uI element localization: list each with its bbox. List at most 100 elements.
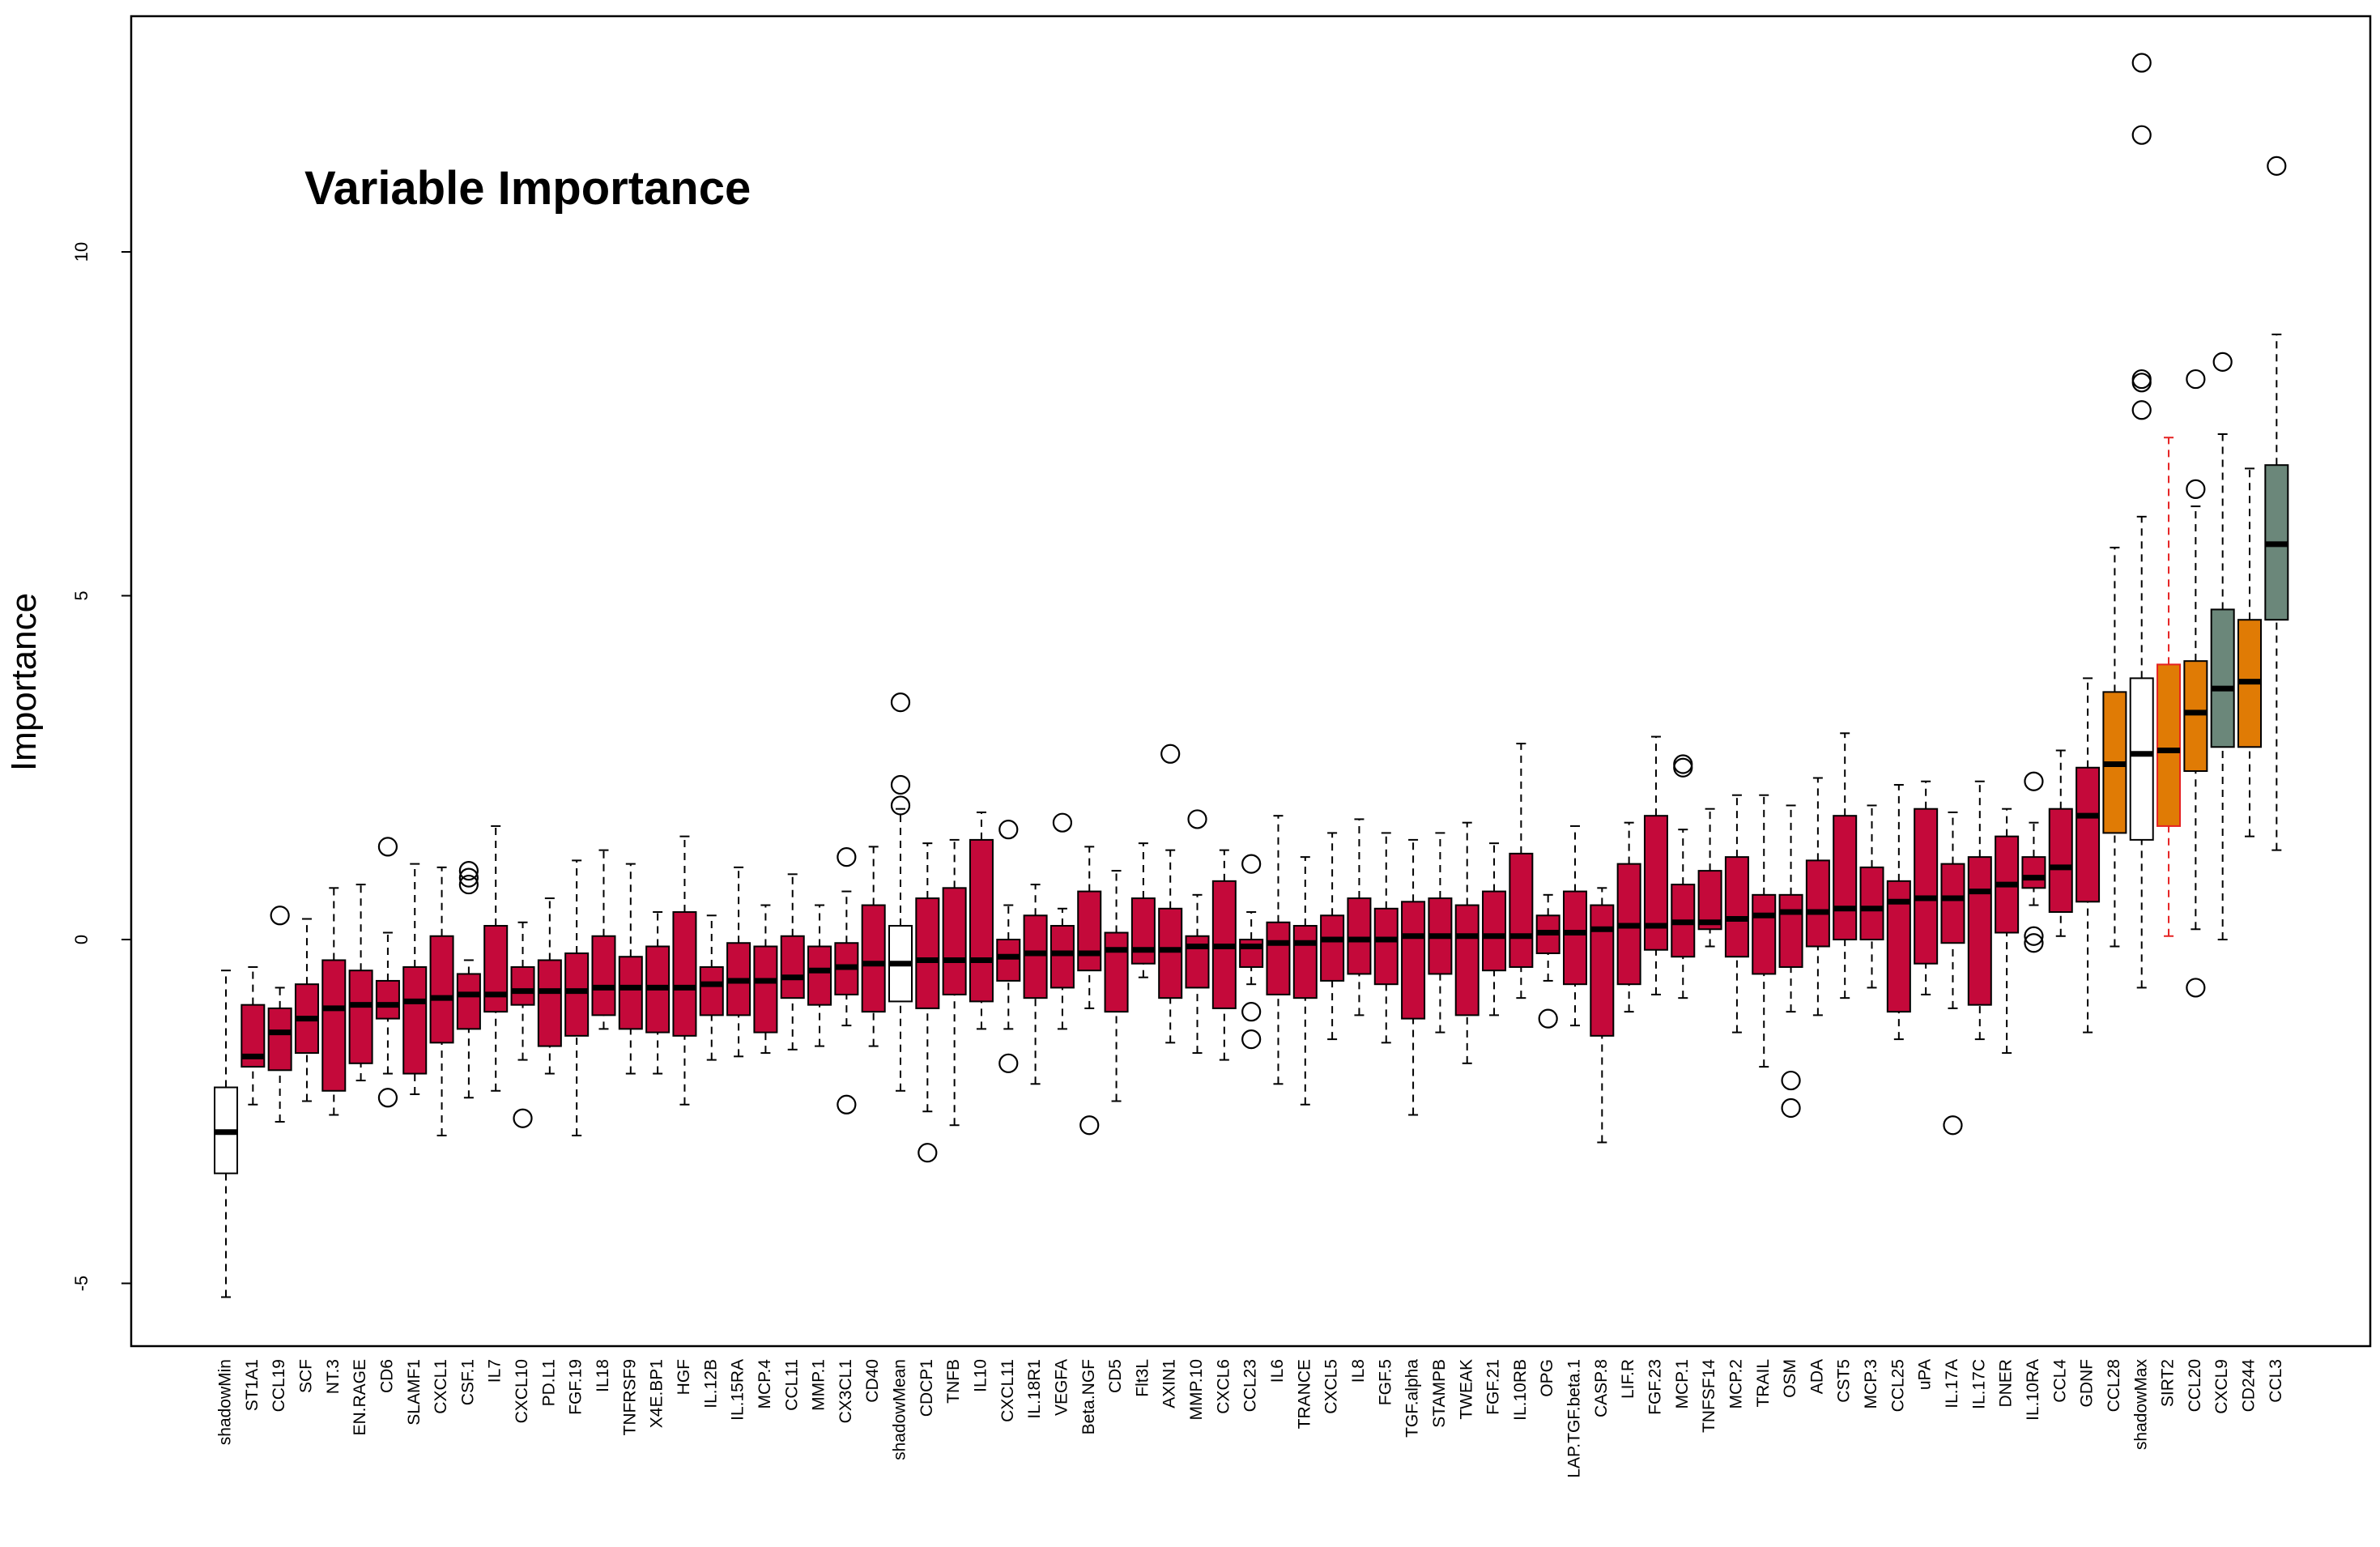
box-iqr xyxy=(1914,808,1939,965)
x-tick-label: TWEAK xyxy=(1457,1359,1475,1420)
y-tick-label: 10 xyxy=(71,242,92,262)
box-iqr xyxy=(1023,914,1048,999)
x-tick-label: FGF.21 xyxy=(1484,1359,1503,1415)
box-iqr xyxy=(1805,859,1830,948)
box-nt-3 xyxy=(321,887,347,1116)
box-casp-8 xyxy=(1590,887,1615,1144)
x-tick-label: uPA xyxy=(1916,1359,1935,1390)
box-iqr xyxy=(1292,925,1318,999)
box-cxcl11 xyxy=(996,820,1021,1073)
box-cxcl1 xyxy=(429,866,454,1136)
box-en-rage xyxy=(348,884,373,1082)
x-tick-label: IL.17C xyxy=(1969,1359,1988,1409)
box-iqr xyxy=(1697,870,1722,931)
box-trail xyxy=(1752,794,1777,1068)
box-pd-l1 xyxy=(537,897,562,1075)
x-tick-label: shadowMin xyxy=(216,1359,235,1445)
box-iqr xyxy=(402,965,428,1075)
x-tick-label: TRAIL xyxy=(1754,1359,1773,1408)
box-fgf-21 xyxy=(1482,842,1507,1016)
box-iqr xyxy=(618,956,643,1030)
outlier-point xyxy=(890,774,911,795)
x-tick-label: ST1A1 xyxy=(243,1359,262,1411)
box-iqr xyxy=(483,925,509,1013)
x-tick-label: CCL3 xyxy=(2267,1359,2285,1403)
outlier-point xyxy=(1187,809,1207,829)
box-iqr xyxy=(2048,808,2073,914)
outlier-point xyxy=(1079,1115,1100,1136)
box-il10 xyxy=(969,811,994,1030)
x-tick-label: CCL25 xyxy=(1888,1359,1907,1412)
outlier-point xyxy=(458,867,479,888)
outlier-point xyxy=(2131,369,2152,390)
box-iqr xyxy=(1454,904,1480,1016)
box-il-17a xyxy=(1940,811,1965,1136)
outlier-point xyxy=(2131,53,2152,73)
x-tick-label: IL.15RA xyxy=(729,1359,747,1421)
box-iqr xyxy=(2156,663,2182,827)
x-tick-label: TRANCE xyxy=(1295,1359,1313,1429)
box-iqr xyxy=(1643,815,1668,951)
box-gdnf xyxy=(2076,677,2101,1033)
x-tick-label: CXCL5 xyxy=(1322,1359,1341,1414)
box-il-10rb xyxy=(1509,743,1534,999)
box-fgf-19 xyxy=(564,859,590,1136)
box-ccl23 xyxy=(1239,854,1264,1050)
outlier-point xyxy=(377,1088,398,1108)
x-tick-label: IL.10RB xyxy=(1511,1359,1530,1421)
x-tick-label: CCL19 xyxy=(270,1359,288,1412)
box-lap-tgf-beta-1 xyxy=(1563,825,1587,1027)
outlier-point xyxy=(1241,1002,1262,1022)
outlier-point xyxy=(458,860,479,881)
x-tick-label: IL18 xyxy=(594,1359,612,1392)
box-iqr xyxy=(1590,904,1615,1037)
outlier-point xyxy=(918,1143,938,1163)
x-tick-label: CD40 xyxy=(863,1359,882,1403)
outlier-point xyxy=(2212,352,2233,372)
box-iqr xyxy=(672,911,697,1037)
outlier-point xyxy=(837,1094,857,1114)
box-ccl3 xyxy=(2264,156,2289,851)
outlier-point xyxy=(1943,1115,1963,1136)
y-axis: -5 0 5 10 xyxy=(71,242,132,1291)
x-tick-label: IL.17A xyxy=(1943,1359,1961,1408)
x-tick-label: IL6 xyxy=(1268,1359,1287,1383)
box-cst5 xyxy=(1833,732,1858,999)
box-iqr xyxy=(996,939,1021,982)
outlier-point xyxy=(270,906,290,926)
outlier-point xyxy=(998,1053,1019,1073)
x-tick-label: GDNF xyxy=(2078,1359,2097,1408)
outlier-point xyxy=(1781,1070,1801,1091)
x-tick-label: IL10 xyxy=(972,1359,990,1392)
outlier-point xyxy=(2024,771,2044,791)
box-iqr xyxy=(591,935,616,1016)
x-tick-label: SCF xyxy=(297,1359,316,1393)
box-vegfa xyxy=(1049,812,1075,1030)
x-tick-label: MCP.1 xyxy=(1673,1359,1692,1408)
box-iqr xyxy=(537,959,562,1047)
x-tick-label: CD5 xyxy=(1106,1359,1125,1393)
box-tnfb xyxy=(942,838,967,1127)
boxplot-series xyxy=(214,53,2289,1298)
box-iqr xyxy=(510,965,535,1006)
box-il-17c xyxy=(1967,780,1992,1041)
box-iqr xyxy=(807,945,832,1006)
x-tick-label: TNFB xyxy=(944,1359,963,1404)
x-tick-label: OSM xyxy=(1781,1359,1799,1398)
box-iqr xyxy=(348,970,373,1064)
box-cd244 xyxy=(2237,467,2262,837)
x-tick-label: CXCL1 xyxy=(432,1359,450,1414)
box-mcp-3 xyxy=(1859,804,1884,989)
box-st1a1 xyxy=(241,965,266,1106)
box-tnfrsf9 xyxy=(618,863,643,1075)
box-cdcp1 xyxy=(915,842,940,1163)
outlier-point xyxy=(377,837,398,857)
box-iqr xyxy=(969,838,994,1003)
x-tick-label: EN.RAGE xyxy=(351,1359,369,1436)
outlier-point xyxy=(458,874,479,895)
box-iqr xyxy=(1104,931,1129,1013)
x-tick-label: CXCL6 xyxy=(1214,1359,1233,1414)
x-tick-label: CCL20 xyxy=(2186,1359,2204,1412)
outlier-point xyxy=(1241,854,1262,874)
x-tick-label: IL.12B xyxy=(701,1359,720,1408)
